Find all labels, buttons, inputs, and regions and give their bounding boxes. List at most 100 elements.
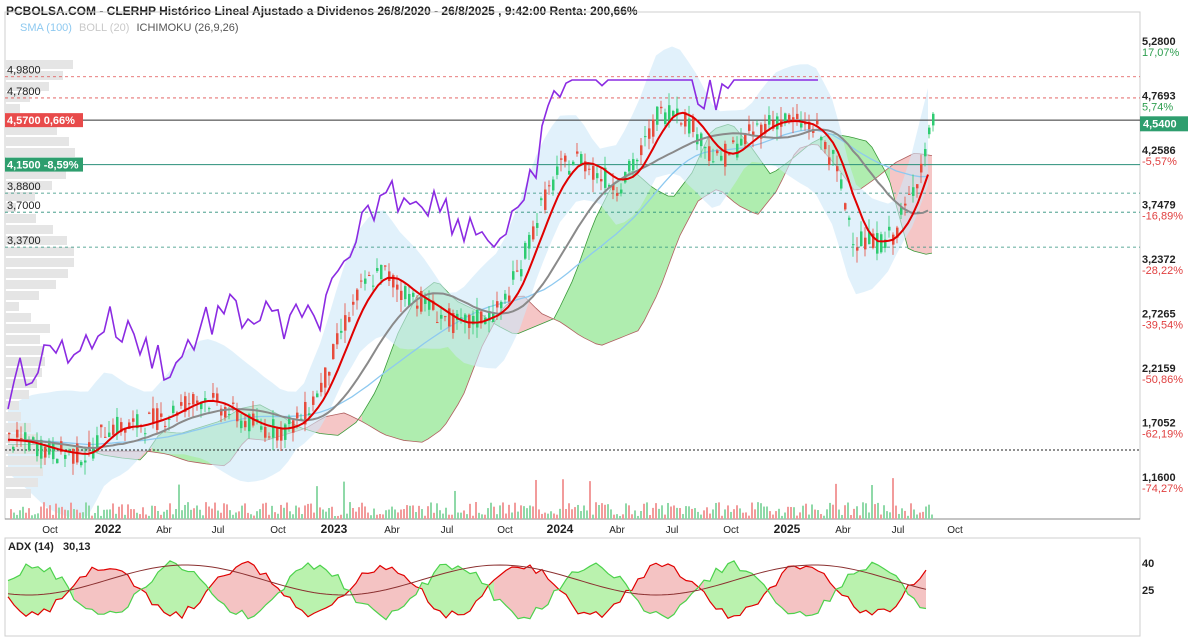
volume-profile-bar — [5, 390, 29, 399]
volume-bar — [130, 509, 132, 519]
volume-bar — [328, 508, 330, 519]
candle-body — [828, 157, 831, 165]
volume-bar — [100, 515, 102, 519]
volume-bar — [535, 479, 537, 519]
current-price-label: 4,5400 — [1143, 118, 1177, 130]
volume-bar — [295, 505, 297, 519]
volume-bar — [469, 503, 471, 519]
candle-body — [232, 402, 235, 404]
candle-body — [912, 187, 915, 196]
volume-bar — [514, 502, 516, 519]
volume-bar — [43, 502, 45, 519]
candle-body — [432, 300, 435, 310]
volume-bar — [685, 506, 687, 519]
candle-body — [196, 400, 199, 403]
candle-body — [760, 124, 763, 139]
ichimoku-span-b — [8, 144, 933, 467]
candle-body — [80, 461, 83, 466]
volume-bar — [367, 512, 369, 519]
volume-bar — [349, 502, 351, 519]
candle-body — [856, 247, 859, 251]
volume-bar — [820, 514, 822, 519]
volume-bar — [418, 505, 420, 519]
candle-body — [124, 428, 127, 433]
y-tick-percent: 17,07% — [1142, 47, 1180, 59]
volume-bar — [586, 510, 588, 519]
candle-body — [792, 117, 795, 121]
volume-bar — [499, 505, 501, 519]
y-tick-price: 4,7693 — [1142, 91, 1176, 103]
volume-bar — [13, 512, 15, 519]
volume-bar — [373, 508, 375, 519]
volume-bar — [181, 510, 183, 519]
adx-fill — [548, 579, 554, 605]
adx-fill — [884, 568, 890, 612]
candle-body — [864, 237, 867, 250]
candle-body — [728, 154, 731, 156]
legend-boll[interactable]: BOLL (20) — [79, 22, 130, 34]
candle-body — [56, 458, 59, 464]
volume-bar — [577, 504, 579, 519]
volume-bar — [175, 509, 177, 519]
volume-bar — [610, 509, 612, 519]
candle-body — [240, 420, 243, 429]
adx-fill — [14, 575, 20, 612]
volume-bar — [430, 502, 432, 519]
volume-bar — [85, 502, 87, 519]
volume-profile-bar — [5, 225, 53, 234]
volume-bar — [187, 502, 189, 519]
candle-body — [696, 134, 699, 145]
candle-body — [468, 314, 471, 329]
volume-bar — [856, 506, 858, 519]
ichimoku-cloud-segment — [350, 415, 356, 427]
adx-plus-di-line — [7, 560, 927, 621]
volume-bar — [691, 508, 693, 519]
adx-fill — [572, 571, 578, 614]
candle-body — [384, 265, 387, 267]
volume-bar — [61, 506, 63, 519]
adx-fill — [86, 567, 92, 610]
volume-bar — [232, 514, 234, 519]
volume-bar — [331, 506, 333, 519]
candle-body — [428, 300, 431, 310]
candle-body — [668, 105, 671, 123]
adx-fill — [830, 582, 836, 602]
volume-bar — [595, 502, 597, 519]
volume-bar — [190, 509, 192, 519]
volume-bar — [427, 506, 429, 519]
candle-body — [392, 275, 395, 288]
ichimoku-tenkan-line — [7, 111, 929, 455]
volume-bar — [343, 481, 345, 519]
volume-profile-bar — [5, 214, 36, 223]
volume-bar — [355, 511, 357, 519]
volume-bar — [106, 509, 108, 519]
legend-sma[interactable]: SMA (100) — [20, 22, 72, 34]
current-price-tag — [1140, 116, 1188, 132]
volume-bar — [817, 510, 819, 519]
volume-profile-bar — [5, 236, 67, 245]
volume-bar — [811, 504, 813, 519]
adx-fill — [758, 579, 764, 604]
legend-ichimoku[interactable]: ICHIMOKU (26,9,26) — [136, 22, 239, 34]
adx-fill — [464, 569, 470, 615]
volume-bar — [82, 512, 84, 519]
volume-bar — [652, 507, 654, 519]
candle-body — [724, 143, 727, 167]
candle-body — [464, 314, 467, 323]
ichimoku-cloud-segment — [656, 189, 662, 298]
volume-bar — [205, 502, 207, 519]
candle-body — [32, 437, 35, 440]
volume-bar — [631, 514, 633, 519]
candle-body — [260, 426, 263, 430]
ichimoku-cloud-segment — [560, 294, 566, 326]
candle-body — [180, 402, 183, 406]
volume-bar — [31, 515, 33, 519]
candle-body — [816, 120, 819, 125]
candle-body — [744, 133, 747, 145]
candle-body — [168, 418, 171, 420]
volume-bar — [628, 505, 630, 519]
volume-bar — [259, 509, 261, 519]
candle-body — [832, 150, 835, 154]
candle-body — [676, 108, 679, 116]
candle-body — [504, 293, 507, 300]
